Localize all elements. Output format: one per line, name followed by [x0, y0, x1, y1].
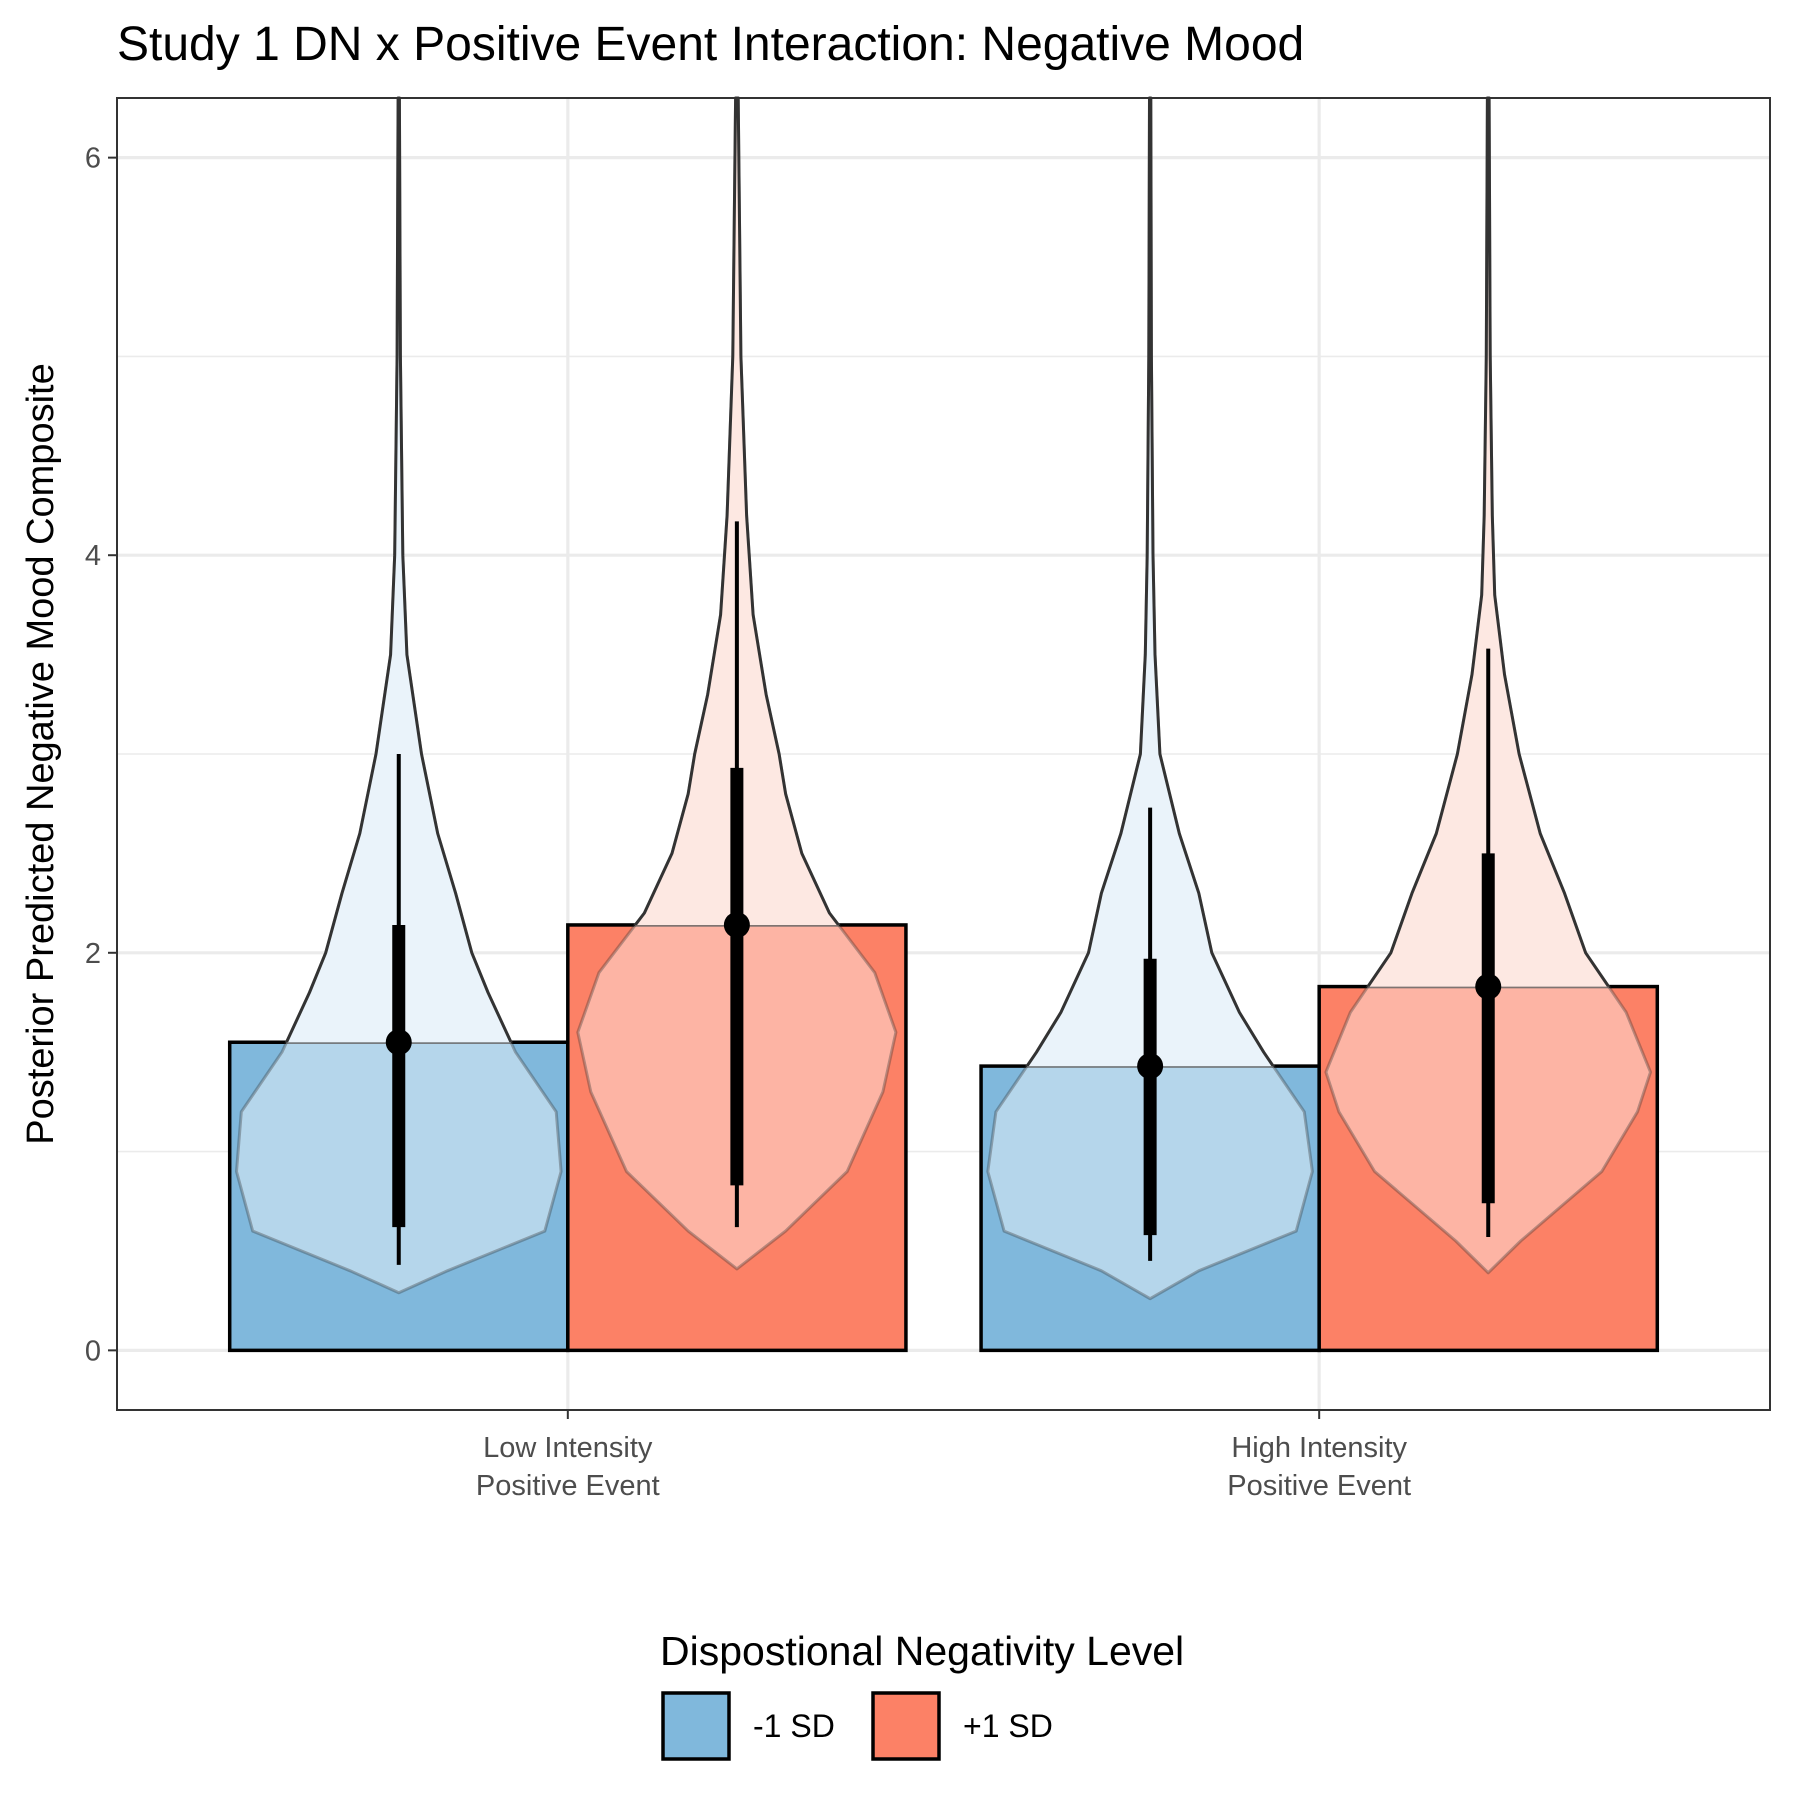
- legend: -1 SD +1 SD: [661, 1691, 1053, 1761]
- legend-title: Dispostional Negativity Level: [660, 1628, 1184, 1674]
- x-tick-label: Positive Event: [476, 1470, 660, 1502]
- y-tick-label: 2: [85, 938, 101, 970]
- legend-key: [871, 1691, 941, 1761]
- legend-key: [661, 1691, 731, 1761]
- legend-label: -1 SD: [753, 1708, 835, 1744]
- x-tick-label: Positive Event: [1227, 1470, 1411, 1502]
- point-estimate: [723, 911, 750, 938]
- axes: 0 2 4 6 Low Intensity Positive Event High Inte…: [85, 143, 1411, 1502]
- chart-title: Study 1 DN x Positive Event Interaction:…: [117, 18, 1304, 71]
- point-estimate: [385, 1029, 412, 1056]
- point-estimate: [1475, 973, 1502, 1000]
- y-axis-title: Posterior Predicted Negative Mood Compos…: [20, 363, 62, 1145]
- y-tick-label: 0: [85, 1335, 101, 1367]
- plot-panel-border: [116, 97, 1771, 1411]
- y-tick-label: 6: [85, 143, 101, 175]
- x-tick-label: High Intensity: [1231, 1432, 1407, 1464]
- point-estimate: [1137, 1053, 1164, 1080]
- y-tick-label: 4: [85, 540, 101, 572]
- intervals: [385, 521, 1502, 1265]
- x-tick-label: Low Intensity: [483, 1432, 653, 1464]
- legend-label: +1 SD: [963, 1708, 1053, 1744]
- violins: [235, 96, 1652, 1301]
